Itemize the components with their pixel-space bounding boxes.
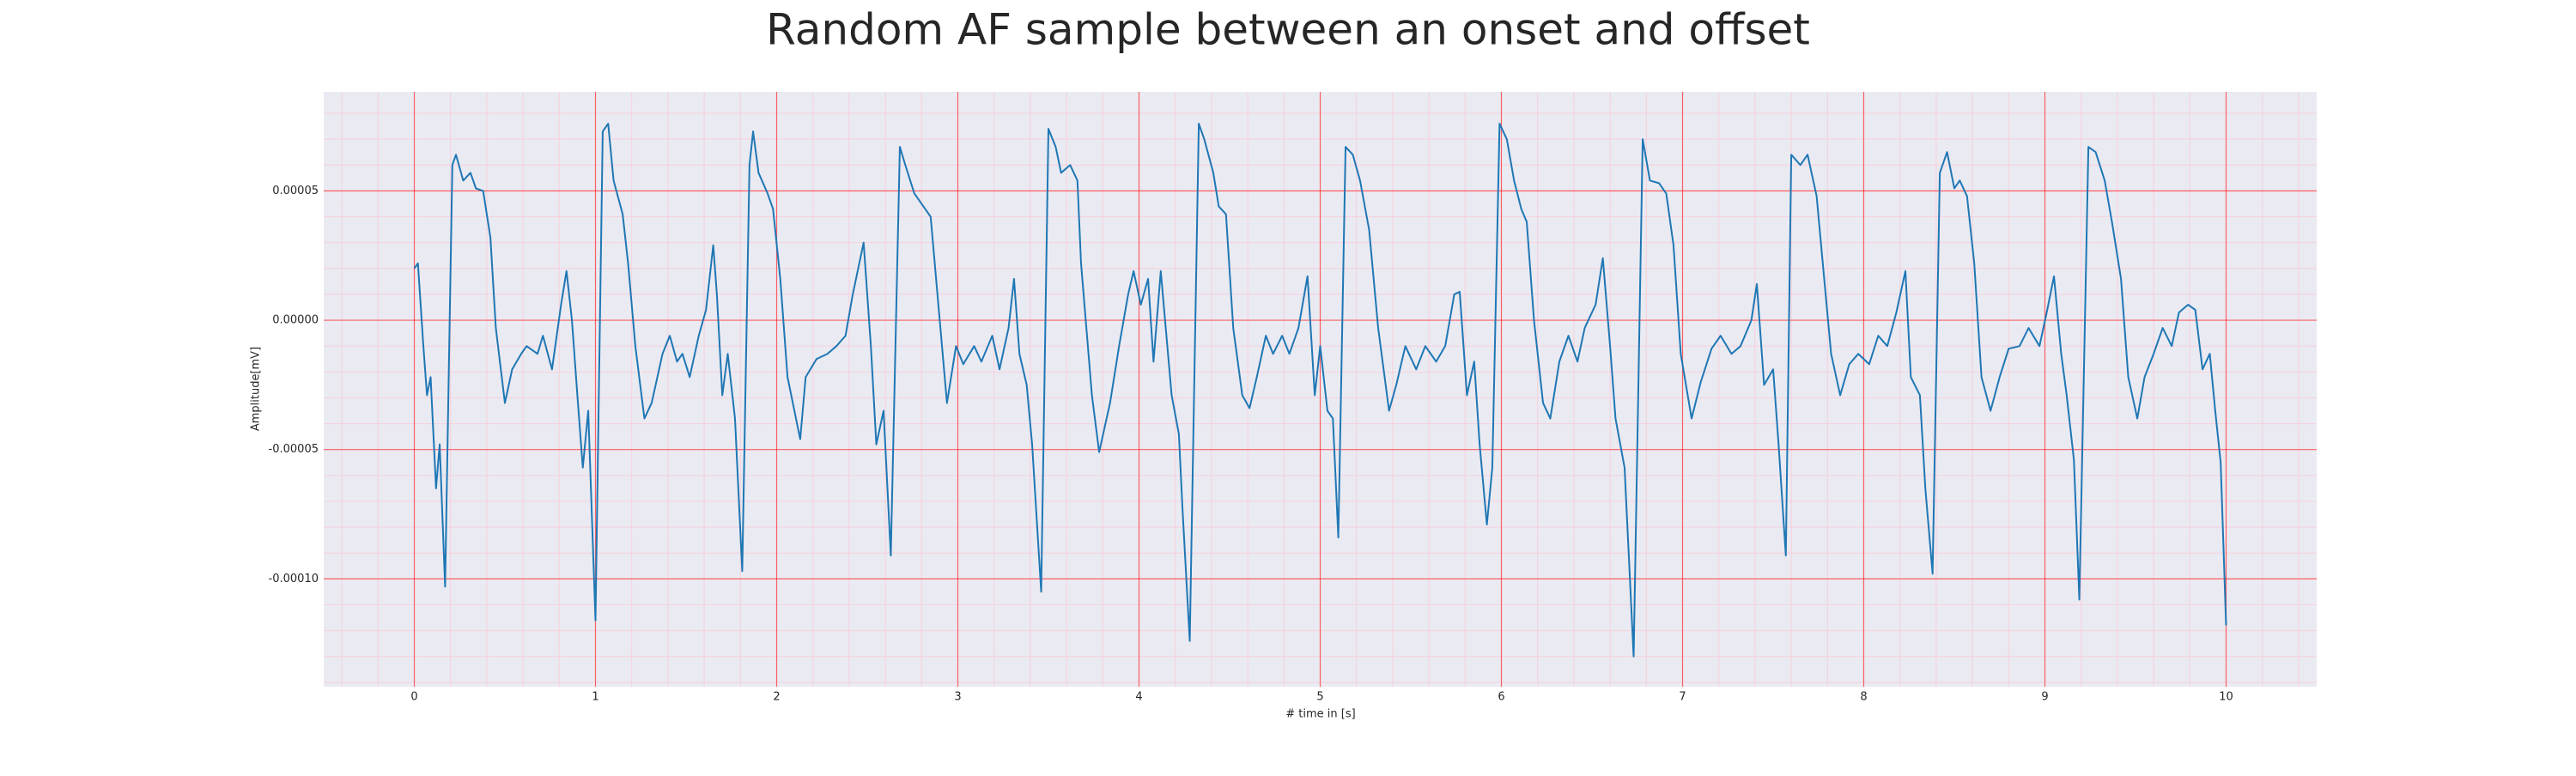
marks: [413, 123, 2227, 658]
y-tick-label: 0.00005: [272, 185, 319, 197]
x-tick-label: 6: [1498, 691, 1504, 704]
chart-title: Random AF sample between an onset and of…: [766, 5, 1810, 55]
y-tick-label: 0.00000: [272, 314, 319, 327]
grid: [324, 92, 2317, 687]
x-tick-label: 0: [410, 691, 417, 704]
y-axis-label: Amplitude[mV]: [250, 347, 263, 431]
signal-line: [413, 123, 2227, 658]
labels: 0 1 2 3 4 5 6 7 8 9 10 -0.00010 -0.00005 0.00000 0.000…: [269, 185, 2233, 704]
x-tick-label: 8: [1860, 691, 1867, 704]
y-tick-label: -0.00010: [269, 573, 319, 585]
x-tick-label: 2: [773, 691, 780, 704]
x-tick-label: 9: [2041, 691, 2048, 704]
x-tick-label: 1: [592, 691, 598, 704]
x-tick-label: 4: [1135, 691, 1142, 704]
x-axis-label: # time in [s]: [1285, 708, 1355, 721]
x-tick-label: 10: [2219, 691, 2233, 704]
x-tick-label: 5: [1316, 691, 1323, 704]
x-tick-label: 3: [954, 691, 961, 704]
y-tick-label: -0.00005: [269, 443, 319, 456]
x-tick-label: 7: [1679, 691, 1686, 704]
